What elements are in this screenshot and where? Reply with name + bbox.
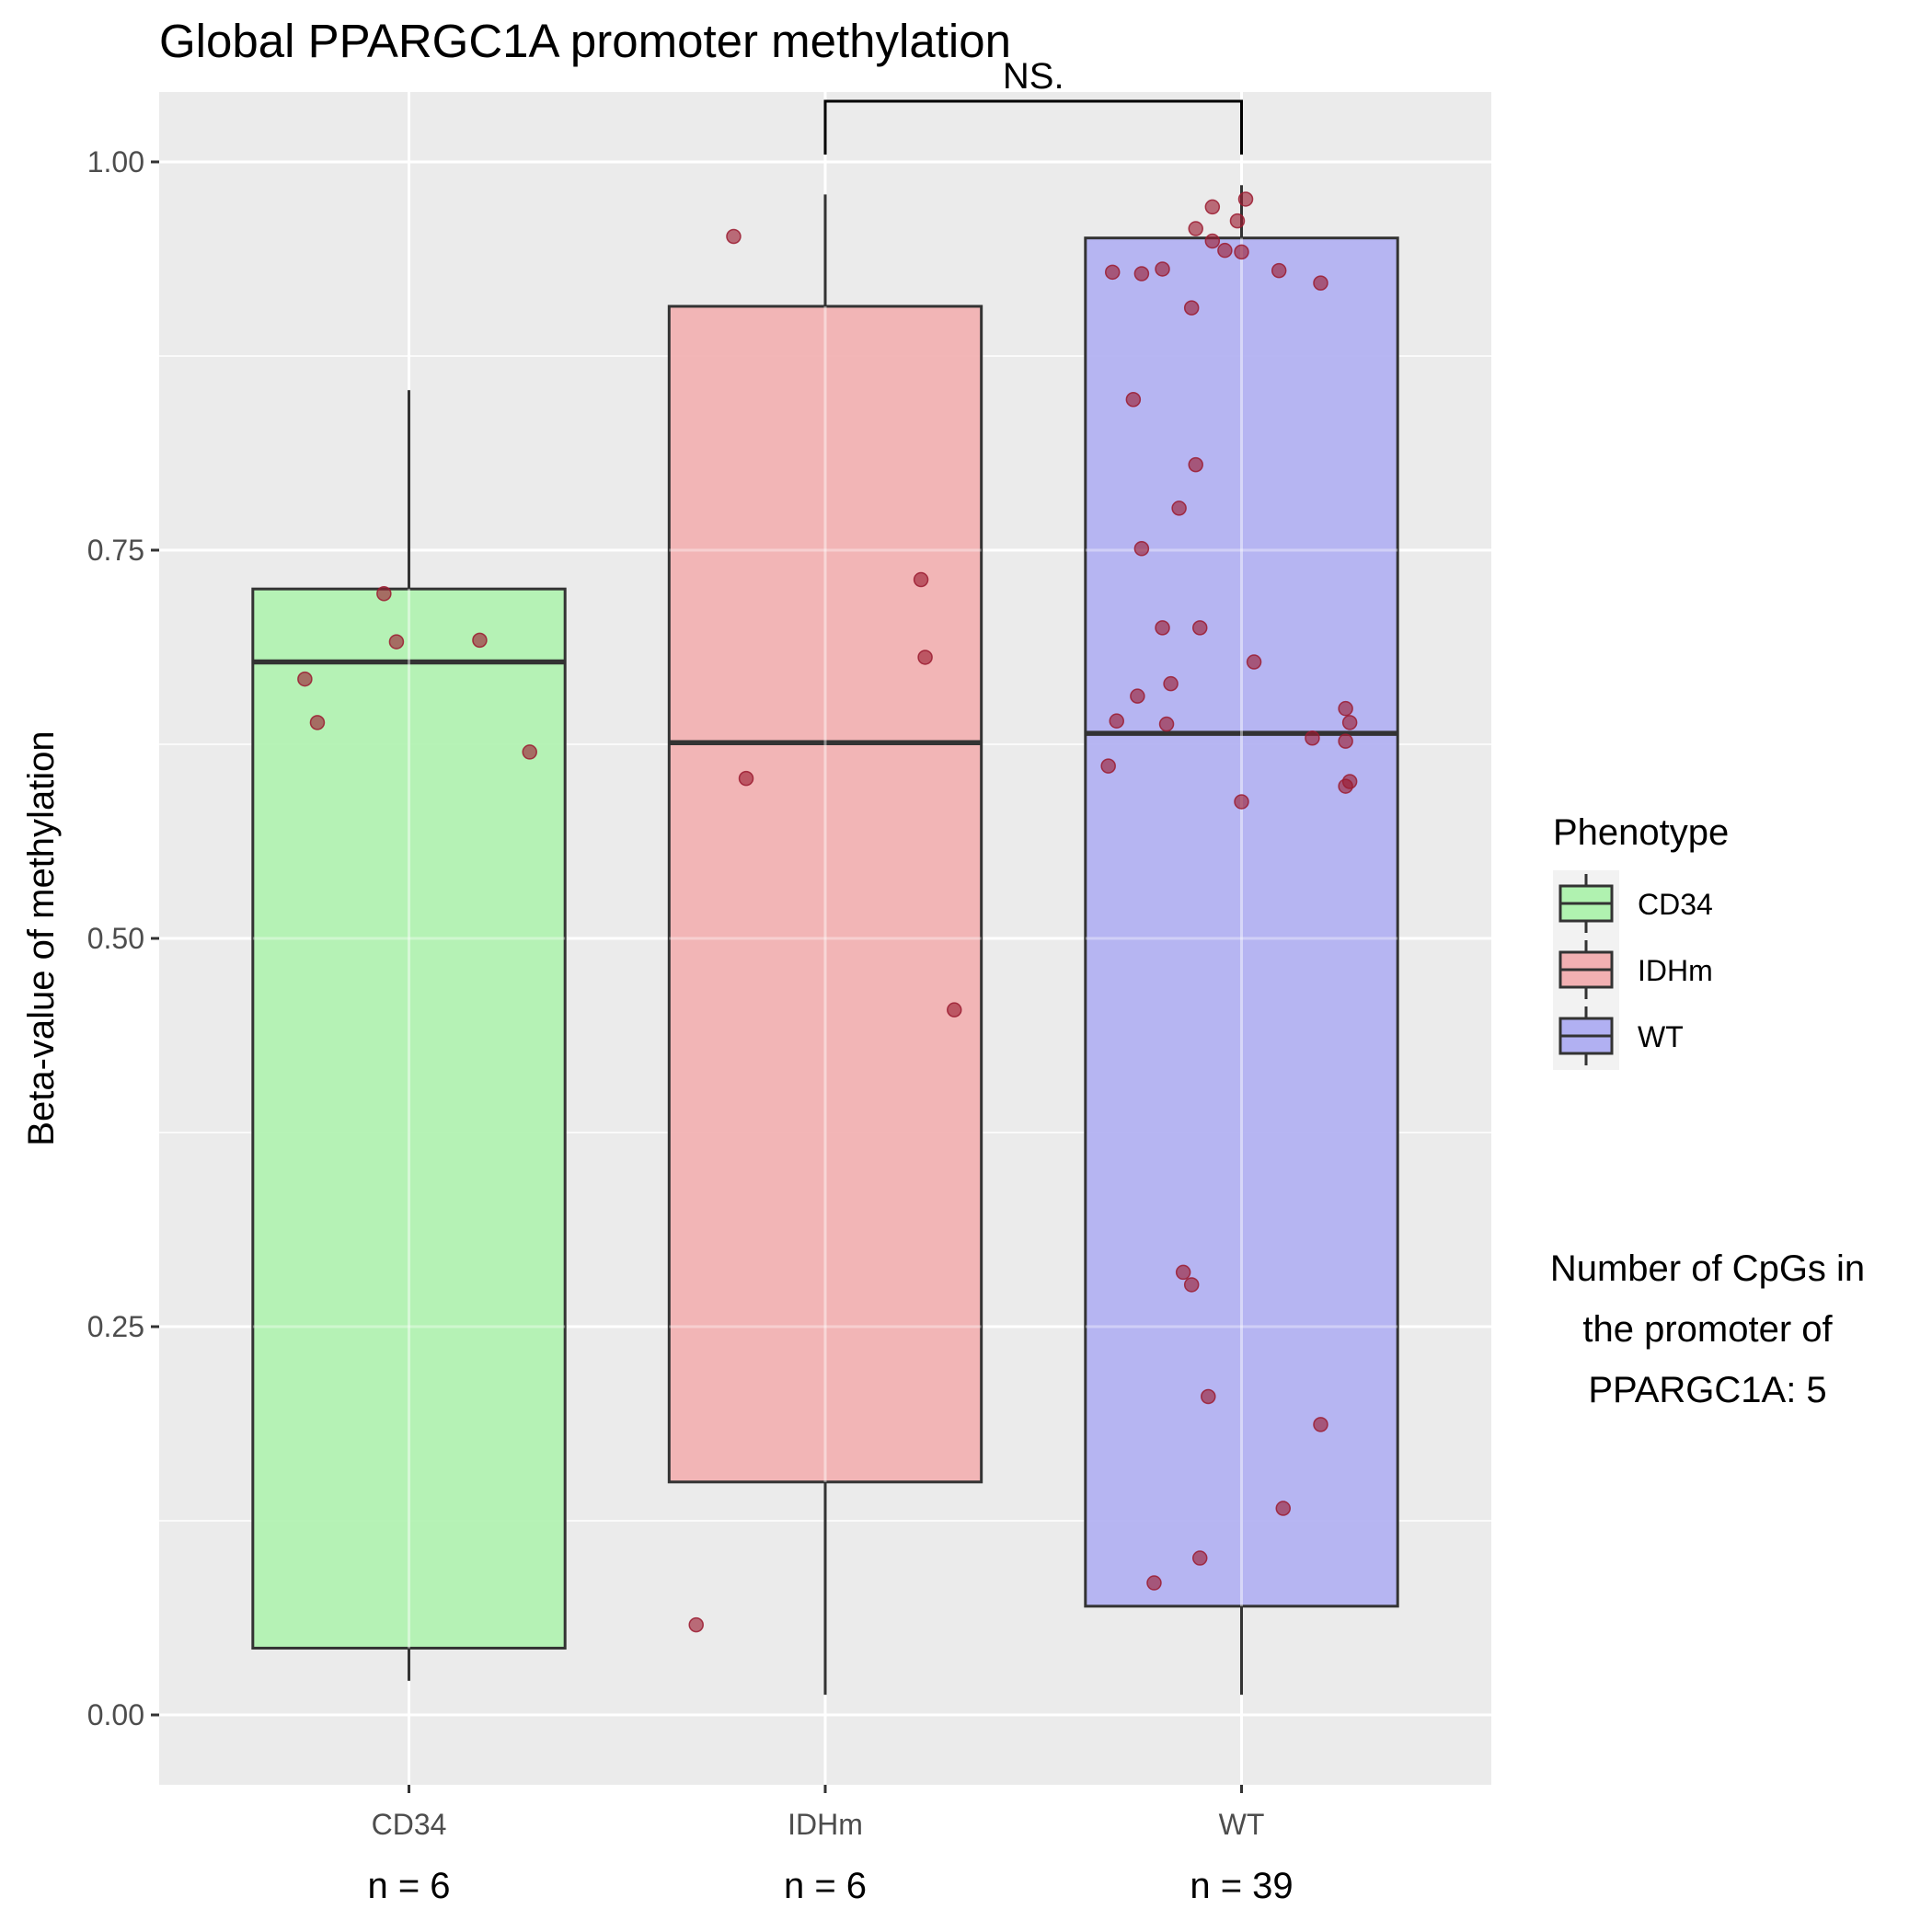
data-points <box>297 191 1358 1633</box>
data-point-wt <box>1305 730 1320 746</box>
data-point-idhm <box>726 228 742 245</box>
legend: Phenotype CD34 IDHm WT <box>1553 812 1729 1070</box>
box-cd34 <box>251 390 567 1681</box>
data-point-wt <box>1146 1575 1162 1591</box>
legend-title: Phenotype <box>1553 812 1729 853</box>
y-tick-label: 1.00 <box>87 145 144 178</box>
data-point-idhm <box>917 650 933 665</box>
y-tick-label: 0.50 <box>87 922 144 955</box>
data-point-wt <box>1313 275 1328 291</box>
bracket-line <box>823 99 1243 155</box>
y-tick-label: 0.25 <box>87 1310 144 1343</box>
data-point-wt <box>1133 541 1150 557</box>
annotation-line-1: Number of CpGs in <box>1550 1248 1865 1289</box>
data-point-wt <box>1155 261 1170 277</box>
data-point-wt <box>1237 191 1254 207</box>
legend-label: CD34 <box>1638 888 1713 921</box>
x-tick-label: WT <box>1219 1808 1265 1841</box>
data-point-wt <box>1246 654 1262 670</box>
data-point-wt <box>1341 715 1358 730</box>
data-point-wt <box>1133 266 1150 282</box>
box-wt <box>1084 185 1399 1696</box>
data-point-wt <box>1155 620 1170 636</box>
data-point-wt <box>1338 733 1353 749</box>
data-point-wt <box>1204 233 1221 249</box>
data-point-wt <box>1104 264 1121 281</box>
data-point-idhm <box>688 1616 704 1633</box>
box-body <box>667 305 983 1484</box>
data-point-cd34 <box>309 715 326 730</box>
legend-label: IDHm <box>1638 954 1713 987</box>
legend-label: WT <box>1638 1020 1684 1053</box>
data-point-idhm <box>738 770 754 787</box>
significance-label: NS. <box>1003 56 1064 97</box>
annotation-line-3: PPARGC1A: 5 <box>1588 1370 1826 1410</box>
y-tick-label: 0.00 <box>87 1698 144 1731</box>
n-label: n = 39 <box>1190 1866 1293 1906</box>
legend-entry-cd34: CD34 <box>1558 874 1713 933</box>
n-label: n = 6 <box>367 1866 450 1906</box>
data-point-wt <box>1188 221 1203 236</box>
chart-title: Global PPARGC1A promoter methylation <box>159 15 1011 67</box>
data-point-wt <box>1175 1264 1191 1281</box>
data-point-wt <box>1188 456 1203 473</box>
data-point-idhm <box>913 571 929 588</box>
n-label: n = 6 <box>784 1866 867 1906</box>
box-idhm <box>667 194 983 1696</box>
data-point-wt <box>1109 713 1124 729</box>
box-body <box>251 587 567 1650</box>
data-point-wt <box>1275 1501 1291 1516</box>
data-point-wt <box>1125 391 1142 408</box>
data-point-wt <box>1338 778 1353 794</box>
cpg-annotation: Number of CpGs in the promoter of PPARGC… <box>1550 1248 1865 1410</box>
data-point-wt <box>1192 1550 1208 1566</box>
data-point-wt <box>1234 244 1249 260</box>
data-point-wt <box>1163 675 1179 692</box>
data-point-wt <box>1158 716 1175 732</box>
data-point-wt <box>1192 620 1208 636</box>
data-point-wt <box>1183 300 1200 316</box>
data-point-wt <box>1313 1417 1328 1432</box>
legend-entry-wt: WT <box>1558 1006 1684 1065</box>
data-point-wt <box>1204 199 1221 215</box>
legend-entry-idhm: IDHm <box>1558 940 1713 999</box>
boxes <box>251 185 1399 1696</box>
data-point-wt <box>1271 262 1287 279</box>
x-tick-label: IDHm <box>788 1808 863 1841</box>
data-point-cd34 <box>376 585 392 602</box>
y-axis: 0.00 0.25 0.50 0.75 1.00 <box>87 145 159 1731</box>
data-point-cd34 <box>472 632 488 649</box>
box-body <box>1084 236 1399 1608</box>
y-axis-title: Beta-value of methylation <box>21 730 62 1145</box>
data-point-cd34 <box>388 634 405 650</box>
data-point-cd34 <box>522 744 537 760</box>
data-point-wt <box>1234 794 1249 810</box>
data-point-wt <box>1229 213 1246 229</box>
data-point-wt <box>1183 1277 1200 1293</box>
y-tick-label: 0.75 <box>87 534 144 567</box>
data-point-wt <box>1217 242 1233 259</box>
annotation-line-2: the promoter of <box>1582 1309 1833 1350</box>
x-axis: CD34 n = 6 IDHm n = 6 WT n = 39 <box>367 1785 1294 1906</box>
data-point-cd34 <box>297 671 313 687</box>
data-point-wt <box>1338 700 1353 717</box>
x-tick-label: CD34 <box>372 1808 447 1841</box>
significance-bracket: NS. <box>823 56 1243 155</box>
data-point-wt <box>1171 500 1187 516</box>
data-point-idhm <box>947 1002 962 1018</box>
data-point-wt <box>1100 758 1116 774</box>
data-point-wt <box>1130 688 1145 704</box>
data-point-wt <box>1201 1388 1216 1405</box>
